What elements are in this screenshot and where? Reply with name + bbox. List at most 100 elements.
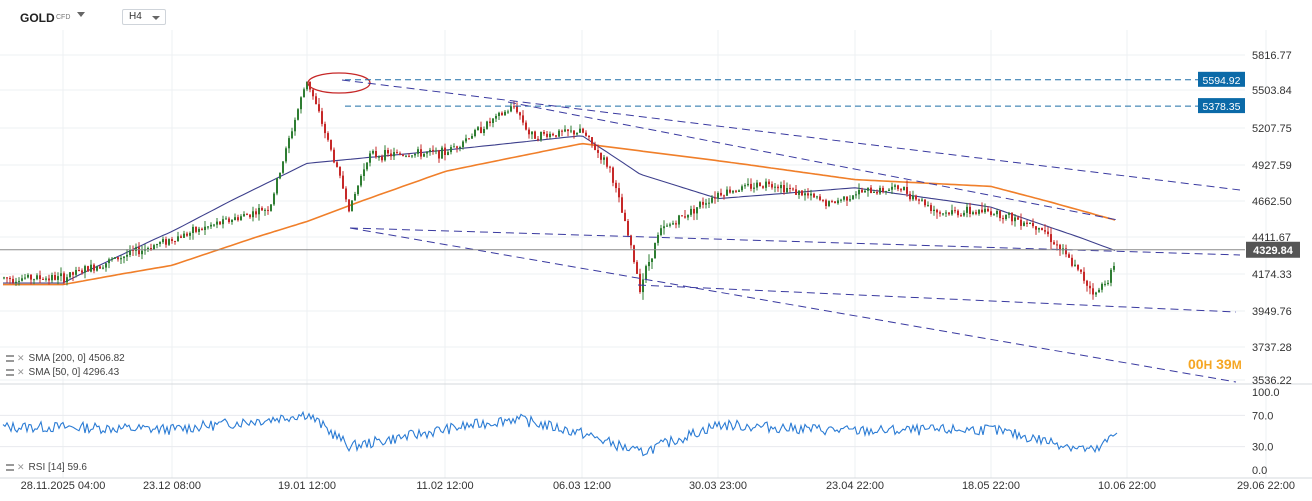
price-tick-label: 3737.28 [1252,342,1292,354]
candle-body [447,152,449,155]
candle-body [123,256,125,259]
candle-body [864,190,866,193]
candle-body [780,185,782,189]
candle-body [36,275,38,280]
candle-body [483,129,485,133]
candle-body [12,278,14,283]
trend-line[interactable] [349,227,1237,383]
candle-body [1008,212,1010,215]
candle-body [210,224,212,227]
candle-body [855,194,857,196]
price-tick-label: 4927.59 [1252,160,1292,172]
candle-body [678,215,680,225]
list-icon[interactable] [6,355,14,362]
candle-body [576,132,578,135]
candle-body [339,167,341,176]
candle-body [963,212,965,216]
candle-body [687,214,689,218]
candle-body [1005,214,1007,219]
candle-body [720,192,722,196]
list-icon[interactable] [6,464,14,471]
symbol-name[interactable]: GOLD [20,11,55,25]
candle-body [1059,244,1061,251]
candle-body [93,264,95,271]
candle-countdown: 00H 39M [1188,356,1242,372]
candle-body [702,201,704,205]
candle-body [792,188,794,190]
trend-line[interactable] [507,101,1119,221]
candle-body [417,149,419,154]
candle-body [336,162,338,167]
candle-body [777,186,779,189]
trend-line[interactable] [341,79,1241,191]
candle-body [405,155,407,157]
candle-body [366,162,368,170]
candle-body [102,267,104,269]
candle-body [435,150,437,152]
candle-body [606,157,608,167]
candle-body [549,133,551,137]
list-icon[interactable] [6,369,14,376]
candle-body [714,197,716,199]
candle-body [495,116,497,119]
candle-body [168,239,170,245]
candle-body [501,112,503,116]
candle-body [627,221,629,236]
candle-body [660,228,662,235]
candle-body [249,214,251,218]
sma200-legend[interactable]: ✕ SMA [200, 0] 4506.82 [6,353,125,364]
candle-body [51,275,53,281]
candle-body [429,149,431,153]
candle-body [174,241,176,242]
candle-body [117,257,119,260]
candle-body [1077,264,1079,270]
trend-line[interactable] [637,284,1237,313]
candle-body [294,119,296,132]
candle-body [912,195,914,200]
candle-body [153,245,155,250]
close-icon[interactable]: ✕ [17,353,25,363]
candle-body [1038,227,1040,230]
candle-body [924,199,926,206]
candle-body [342,175,344,189]
candle-body [870,187,872,193]
candle-body [684,216,686,218]
candle-body [465,138,467,142]
candle-body [531,131,533,135]
candle-body [186,233,188,236]
chevron-down-icon[interactable] [77,12,85,17]
candle-body [312,89,314,97]
candle-body [291,131,293,139]
candle-body [48,278,50,281]
timeframe-select[interactable]: H4 [122,9,166,25]
candle-body [831,201,833,203]
candle-body [252,211,254,218]
candle-body [618,188,620,198]
sma50-legend[interactable]: ✕ SMA [50, 0] 4296.43 [6,367,119,378]
candle-body [216,221,218,225]
sma50-line [3,135,1116,284]
time-tick-label: 06.03 12:00 [553,480,611,492]
candle-body [15,281,17,283]
candle-body [384,150,386,161]
trend-line[interactable] [349,227,1241,256]
candle-body [993,214,995,216]
candle-body [954,210,956,212]
candle-body [699,201,701,208]
candle-body [723,195,725,197]
candle-body [555,135,557,137]
candle-body [27,274,29,278]
rsi-legend[interactable]: ✕ RSI [14] 59.6 [6,462,87,473]
close-icon[interactable]: ✕ [17,462,25,472]
candle-body [990,211,992,215]
rsi-tick-label: 100.0 [1252,387,1280,399]
price-tick-label: 5207.75 [1252,123,1292,135]
candle-body [306,81,308,90]
candle-body [918,199,920,201]
close-icon[interactable]: ✕ [17,367,25,377]
candle-body [693,208,695,214]
chevron-down-icon [152,16,160,20]
candle-body [786,188,788,193]
candle-body [594,143,596,150]
